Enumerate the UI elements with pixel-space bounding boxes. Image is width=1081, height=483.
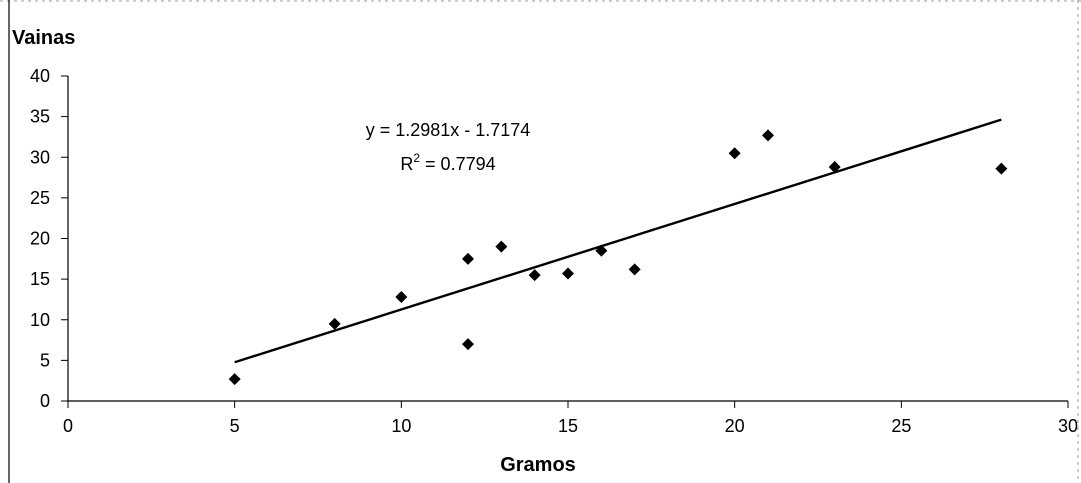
data-point <box>495 240 508 253</box>
x-axis-title: Gramos <box>500 454 576 476</box>
data-point <box>462 338 474 351</box>
r-squared-label: R2 = 0.7794 <box>400 151 495 174</box>
y-tick-label: 35 <box>30 107 50 127</box>
r2-superscript: 2 <box>413 151 420 165</box>
y-tick-label: 20 <box>30 229 50 249</box>
y-axis-title: Vainas <box>12 27 75 49</box>
data-point <box>395 291 408 303</box>
y-tick-label: 10 <box>30 310 50 330</box>
y-tick-label: 30 <box>30 147 50 167</box>
data-point <box>628 263 641 276</box>
y-tick-label: 40 <box>30 66 50 86</box>
r2-value: = 0.7794 <box>420 154 496 174</box>
data-point <box>528 269 541 282</box>
x-tick-label: 30 <box>1058 416 1078 436</box>
y-tick-label: 15 <box>30 269 50 289</box>
y-tick-label: 0 <box>40 391 50 411</box>
data-point <box>462 252 474 265</box>
x-tick-label: 0 <box>63 416 73 436</box>
y-tick-label: 25 <box>30 188 50 208</box>
data-point <box>828 161 841 173</box>
trendline-group <box>234 118 1002 364</box>
x-tick-label: 15 <box>558 416 578 436</box>
data-point <box>728 147 741 160</box>
r2-prefix: R <box>400 154 413 174</box>
data-point <box>328 317 341 330</box>
y-tick-label: 5 <box>40 350 50 370</box>
data-point <box>228 373 241 386</box>
data-point <box>595 244 608 257</box>
data-point <box>995 162 1008 175</box>
trendline <box>234 118 1002 364</box>
data-point <box>762 129 774 142</box>
x-tick-label: 5 <box>230 416 240 436</box>
x-tick-label: 20 <box>725 416 745 436</box>
data-points <box>228 129 1008 386</box>
trendline-equation: y = 1.2981x - 1.7174 <box>366 120 531 140</box>
x-tick-label: 10 <box>391 416 411 436</box>
data-point <box>562 267 574 280</box>
x-tick-label: 25 <box>891 416 911 436</box>
axes: 0 5 10 15 20 25 30 35 40 0 5 10 15 20 25 30 <box>30 66 1078 436</box>
